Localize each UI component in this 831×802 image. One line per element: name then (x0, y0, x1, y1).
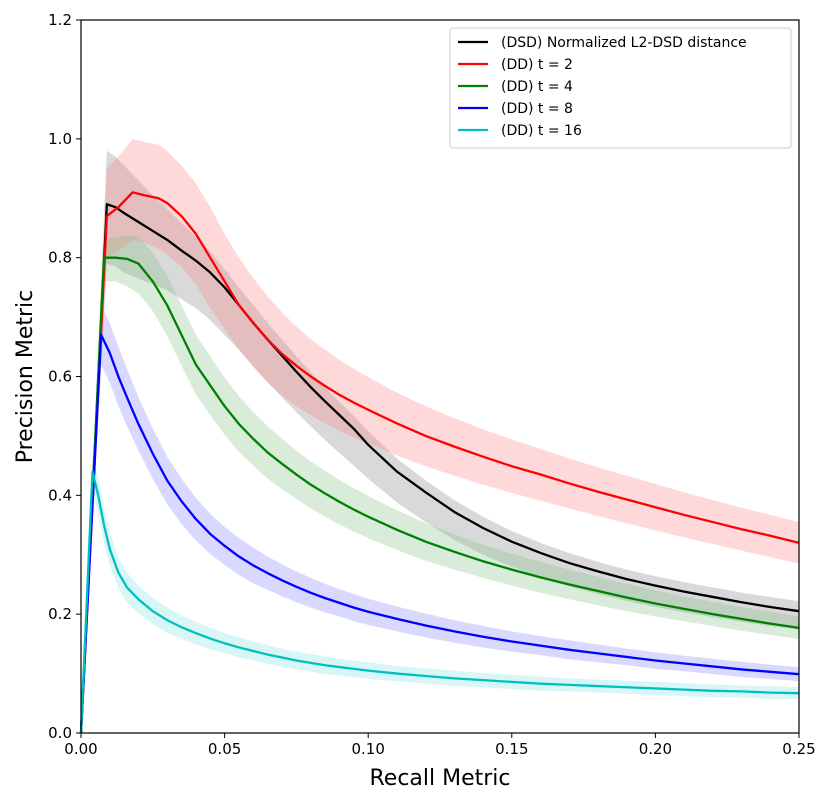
band-series-2 (81, 235, 799, 733)
confidence-bands (81, 138, 799, 734)
line-series-2 (79, 256, 800, 734)
line-series-0 (79, 203, 800, 734)
y-tick-label: 0.0 (48, 724, 72, 742)
legend-entry-4: (DD) t = 16 (501, 123, 582, 139)
y-axis-label: Precision Metric (13, 290, 38, 464)
y-tick-label: 0.2 (48, 605, 72, 623)
line-series-1 (79, 191, 800, 734)
x-axis-ticks: 0.00 0.05 0.10 0.15 0.20 0.25 (64, 733, 816, 758)
legend-entry-2: (DD) t = 4 (501, 79, 573, 95)
x-tick-label: 0.20 (639, 740, 672, 758)
line-series-3 (79, 333, 800, 734)
band-series-0 (81, 150, 799, 734)
y-axis-ticks: 0.0 0.2 0.4 0.6 0.8 1.0 1.2 (48, 11, 81, 742)
y-tick-label: 0.8 (48, 249, 72, 267)
x-tick-label: 0.15 (495, 740, 528, 758)
legend-box (449, 27, 792, 149)
x-tick-label: 0.10 (351, 740, 384, 758)
legend-entry-1: (DD) t = 2 (501, 57, 573, 73)
y-tick-label: 0.4 (48, 486, 72, 504)
line-series-4 (79, 470, 800, 734)
y-tick-label: 1.2 (48, 11, 72, 29)
x-tick-label: 0.00 (64, 740, 97, 758)
legend: (DSD) Normalized L2-DSD distance (DD) t =… (449, 27, 792, 149)
x-tick-label: 0.25 (782, 740, 815, 758)
legend-entry-3: (DD) t = 8 (501, 101, 573, 117)
x-tick-label: 0.05 (208, 740, 241, 758)
x-axis-label: Recall Metric (369, 766, 510, 791)
series-lines (79, 191, 800, 734)
band-series-1 (81, 138, 799, 733)
y-tick-label: 0.6 (48, 368, 72, 386)
legend-entry-0: (DSD) Normalized L2-DSD distance (501, 35, 747, 51)
y-tick-label: 1.0 (48, 130, 72, 148)
